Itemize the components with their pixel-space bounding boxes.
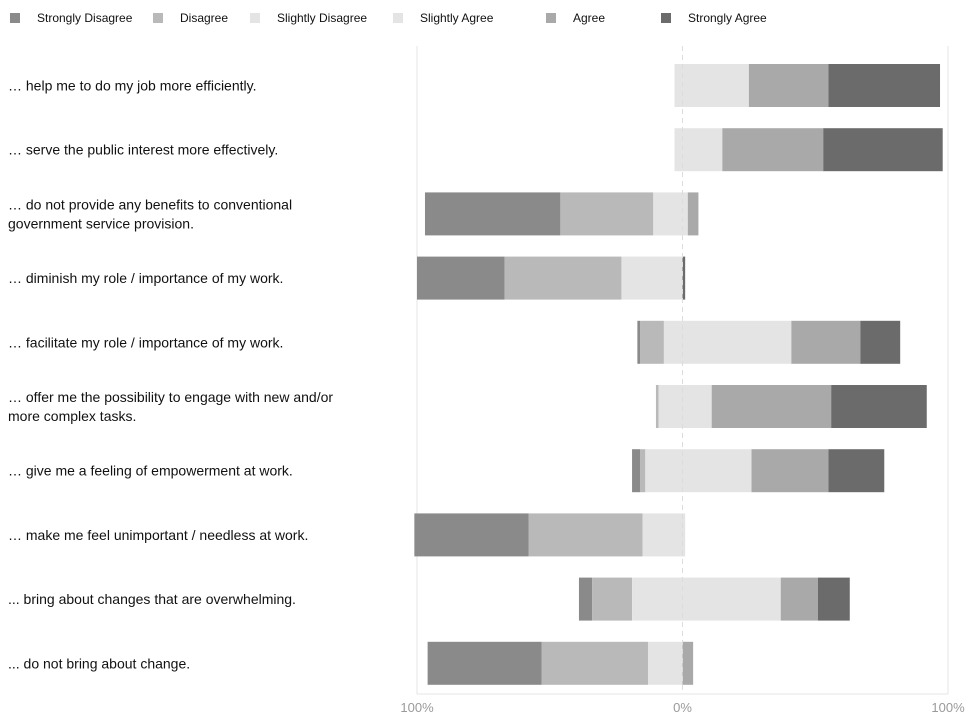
legend-swatch: [250, 13, 260, 23]
bar-segment-agree: [711, 385, 832, 428]
bar-segment-agree: [780, 577, 818, 621]
bar-segment-strongly-disagree: [424, 192, 561, 236]
bar-segment-strongly-agree: [823, 128, 943, 172]
legend: Strongly Disagree Disagree Slightly Disagr…: [0, 0, 973, 36]
bar-segment-slightly-disagree: [632, 577, 683, 621]
bar-segment-slightly-agree: [682, 513, 686, 557]
bar-segment-disagree: [504, 256, 622, 300]
category-label: … give me a feeling of empowerment at wo…: [8, 463, 293, 479]
legend-label: Strongly Agree: [688, 11, 767, 25]
bar-segment-slightly-agree: [682, 577, 781, 621]
category-label: … serve the public interest more effecti…: [8, 142, 278, 158]
bar-segment-agree: [751, 449, 829, 493]
legend-swatch: [10, 13, 20, 23]
x-tick-label: 0%: [673, 700, 692, 715]
bar-segment-slightly-agree: [682, 192, 688, 236]
category-label: ... do not bring about change.: [8, 655, 190, 671]
bar-segment-strongly-agree: [817, 577, 850, 621]
bar-segment-slightly-agree: [682, 128, 723, 172]
legend-swatch: [393, 13, 403, 23]
bar-segment-slightly-agree: [682, 320, 792, 364]
bar-segment-slightly-disagree: [658, 385, 683, 428]
x-tick-label: 100%: [400, 700, 434, 715]
category-label: … diminish my role / importance of my wo…: [8, 270, 283, 286]
legend-label: Agree: [573, 11, 606, 25]
bar-segment-strongly-agree: [682, 256, 686, 300]
bar-segment-agree: [722, 128, 824, 172]
bar-segment-strongly-agree: [831, 385, 927, 428]
bar-segment-strongly-agree: [828, 449, 885, 493]
bar-segment-slightly-disagree: [621, 256, 683, 300]
x-tick-label: 100%: [931, 700, 965, 715]
bar-segment-strongly-disagree: [637, 320, 641, 364]
legend-label: Slightly Agree: [420, 11, 494, 25]
category-label: … help me to do my job more efficiently.: [8, 78, 256, 94]
legend-label: Slightly Disagree: [277, 11, 368, 25]
bar-segment-strongly-disagree: [427, 641, 542, 685]
bar-segment-slightly-agree: [682, 385, 712, 428]
bar-segment-disagree: [592, 577, 633, 621]
legend-label: Disagree: [180, 11, 229, 25]
legend-swatch: [546, 13, 556, 23]
bar-segment-strongly-disagree: [632, 449, 641, 493]
bar-segment-slightly-disagree: [663, 320, 683, 364]
category-label: government service provision.: [8, 215, 194, 231]
bar-segment-slightly-disagree: [674, 64, 683, 107]
bar-segment-strongly-agree: [860, 320, 901, 364]
category-label: ... bring about changes that are overwhe…: [8, 591, 296, 607]
bar-segment-slightly-disagree: [653, 192, 683, 236]
bar-segment-disagree: [640, 320, 664, 364]
bar-segment-agree: [682, 641, 694, 685]
bar-segment-slightly-disagree: [645, 449, 683, 493]
legend-swatch: [153, 13, 163, 23]
category-label: more complex tasks.: [8, 408, 136, 424]
bar-segment-strongly-disagree: [417, 256, 505, 300]
bar-segment-slightly-disagree: [674, 128, 683, 172]
bar-segment-agree: [687, 192, 699, 236]
bar-segment-disagree: [560, 192, 654, 236]
bar-segment-disagree: [528, 513, 643, 557]
category-label: … make me feel unimportant / needless at…: [8, 527, 308, 543]
bar-segment-strongly-disagree: [578, 577, 593, 621]
bar-segment-disagree: [655, 385, 659, 428]
bar-segment-strongly-disagree: [414, 513, 529, 557]
bar-segment-slightly-disagree: [647, 641, 683, 685]
bar-segment-disagree: [541, 641, 648, 685]
legend-swatch: [661, 13, 671, 23]
category-label: … facilitate my role / importance of my …: [8, 334, 283, 350]
bar-segment-slightly-agree: [682, 449, 752, 493]
category-label: … do not provide any benefits to convent…: [8, 196, 292, 212]
legend-label: Strongly Disagree: [37, 11, 133, 25]
bar-segment-agree: [748, 64, 829, 107]
category-label: … offer me the possibility to engage wit…: [8, 389, 333, 405]
bar-segment-slightly-disagree: [642, 513, 683, 557]
bar-segment-slightly-agree: [682, 64, 749, 107]
bar-segment-disagree: [640, 449, 646, 493]
bar-segment-agree: [791, 320, 861, 364]
bar-segment-strongly-agree: [828, 64, 941, 107]
